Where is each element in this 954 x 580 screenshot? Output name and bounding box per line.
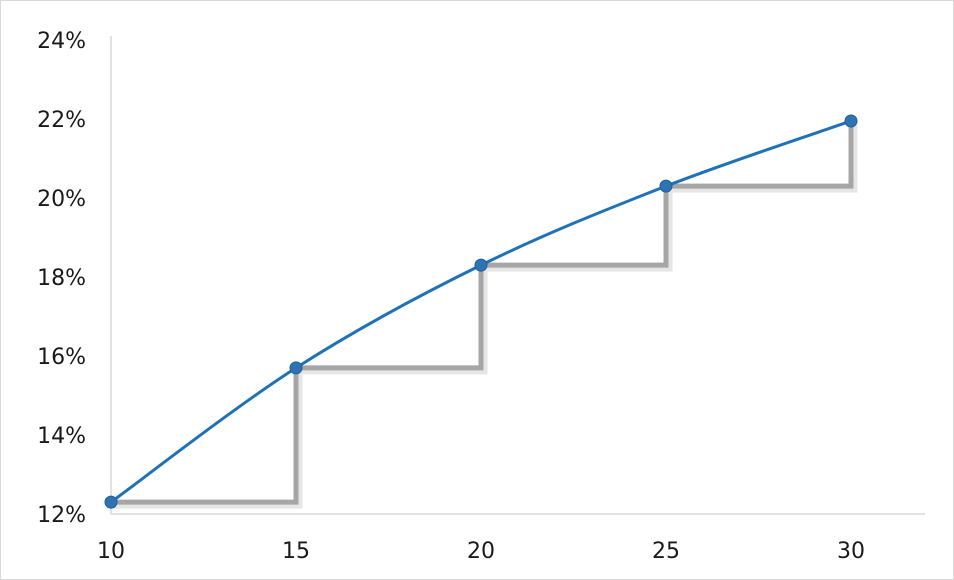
y-tick-label: 14% bbox=[37, 424, 86, 449]
chart-axes bbox=[110, 36, 925, 515]
x-tick-label: 30 bbox=[837, 539, 865, 564]
x-tick-label: 20 bbox=[467, 539, 495, 564]
step-overlay bbox=[111, 120, 858, 509]
x-tick-label: 10 bbox=[97, 539, 125, 564]
y-tick-label: 20% bbox=[37, 187, 86, 212]
series-markers bbox=[104, 114, 858, 509]
y-axis-ticks: 12% 14% 16% 18% 20% 22% 24% bbox=[37, 29, 86, 528]
data-point bbox=[104, 495, 118, 509]
data-point bbox=[474, 258, 488, 272]
y-tick-label: 16% bbox=[37, 345, 86, 370]
y-tick-label: 24% bbox=[37, 29, 86, 54]
y-tick-label: 18% bbox=[37, 266, 86, 291]
x-tick-label: 25 bbox=[652, 539, 680, 564]
step-line bbox=[111, 120, 854, 505]
y-tick-label: 22% bbox=[37, 108, 86, 133]
x-axis-ticks: 10 15 20 25 30 bbox=[97, 539, 865, 564]
data-point bbox=[659, 179, 673, 193]
data-point bbox=[844, 114, 858, 128]
data-point bbox=[289, 361, 303, 375]
y-tick-label: 12% bbox=[37, 503, 86, 528]
x-tick-label: 15 bbox=[282, 539, 310, 564]
